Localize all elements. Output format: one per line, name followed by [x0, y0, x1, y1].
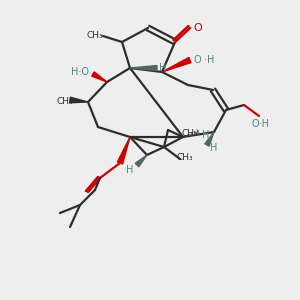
Polygon shape — [135, 155, 147, 167]
Polygon shape — [162, 57, 191, 72]
Polygon shape — [130, 65, 157, 70]
Text: H: H — [210, 143, 218, 153]
Text: CH₃: CH₃ — [182, 130, 198, 139]
Text: H: H — [126, 165, 134, 175]
Text: ·H: ·H — [204, 55, 214, 65]
Text: O·H: O·H — [251, 119, 269, 129]
Polygon shape — [117, 137, 130, 164]
Text: H: H — [202, 130, 210, 140]
Text: O: O — [194, 23, 202, 33]
Text: H·O: H·O — [71, 67, 89, 77]
Text: CH₃: CH₃ — [177, 154, 193, 163]
Text: CH₃: CH₃ — [57, 98, 73, 106]
Text: H: H — [159, 63, 167, 73]
Polygon shape — [70, 97, 88, 103]
Polygon shape — [92, 72, 107, 82]
Text: O: O — [193, 55, 201, 65]
Text: CH₃: CH₃ — [87, 31, 103, 40]
Polygon shape — [205, 132, 214, 146]
